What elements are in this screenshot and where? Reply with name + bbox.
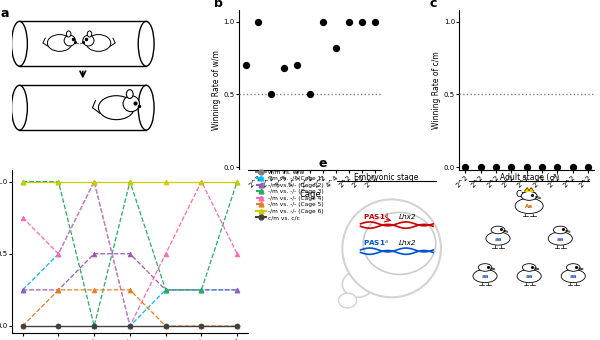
Ellipse shape [64, 35, 76, 46]
Ellipse shape [486, 232, 510, 245]
Ellipse shape [127, 90, 133, 99]
Ellipse shape [521, 191, 537, 200]
Legend: w/m vs. w/w, -/m vs. -/- (Cage 1), -/m vs. -/- (Cage 2), -/m vs. -/- (Cage 3), -: w/m vs. w/w, -/m vs. -/- (Cage 1), -/m v… [256, 170, 324, 221]
Point [266, 92, 276, 97]
Point [460, 164, 470, 170]
Ellipse shape [523, 264, 536, 271]
Text: aa: aa [494, 237, 502, 241]
Point [305, 92, 315, 97]
Text: Adult stage (♂): Adult stage (♂) [500, 173, 559, 182]
Point [476, 164, 485, 170]
Ellipse shape [138, 21, 154, 66]
Point [537, 164, 547, 170]
Text: PAS1$^a$: PAS1$^a$ [363, 238, 389, 249]
Ellipse shape [11, 85, 28, 130]
Ellipse shape [343, 271, 373, 297]
Point [292, 63, 302, 68]
Ellipse shape [67, 31, 71, 37]
X-axis label: Cage: Cage [516, 190, 538, 199]
Point [280, 66, 289, 71]
X-axis label: Cage: Cage [299, 190, 321, 199]
Ellipse shape [561, 270, 586, 283]
Ellipse shape [47, 35, 72, 51]
Ellipse shape [11, 21, 28, 66]
Ellipse shape [473, 270, 497, 283]
Ellipse shape [83, 35, 94, 46]
Bar [19, 21, 146, 66]
Text: aa: aa [569, 274, 577, 279]
Text: Lhx2: Lhx2 [398, 240, 416, 246]
Point [553, 164, 562, 170]
Ellipse shape [566, 264, 580, 271]
Polygon shape [524, 188, 534, 191]
Text: aa: aa [557, 237, 564, 241]
Y-axis label: Winning Rate of c/m: Winning Rate of c/m [432, 51, 441, 129]
Ellipse shape [553, 226, 567, 234]
Ellipse shape [87, 31, 92, 37]
Ellipse shape [548, 232, 572, 245]
Point [583, 164, 593, 170]
Ellipse shape [338, 293, 356, 308]
Ellipse shape [515, 198, 543, 214]
Point [522, 164, 532, 170]
Bar [19, 85, 146, 130]
Point [506, 164, 516, 170]
Point [357, 19, 367, 24]
Point [568, 164, 577, 170]
Ellipse shape [343, 199, 441, 297]
Text: b: b [214, 0, 223, 11]
Ellipse shape [478, 264, 492, 271]
Point [254, 19, 263, 24]
Text: Aa: Aa [525, 204, 533, 209]
Ellipse shape [491, 226, 505, 234]
Text: e: e [319, 157, 328, 170]
Point [331, 45, 341, 51]
Text: Lhx2: Lhx2 [398, 214, 416, 220]
Ellipse shape [517, 270, 541, 283]
Point [491, 164, 501, 170]
Ellipse shape [123, 96, 139, 112]
Point [370, 19, 379, 24]
Ellipse shape [98, 96, 134, 120]
Ellipse shape [138, 85, 154, 130]
Text: c: c [430, 0, 437, 11]
Point [344, 19, 353, 24]
Text: Embryonic stage: Embryonic stage [354, 173, 419, 182]
Point [318, 19, 328, 24]
Point [241, 63, 250, 68]
Text: a: a [0, 7, 8, 20]
Y-axis label: Winning Rate of w/m: Winning Rate of w/m [212, 50, 221, 130]
Ellipse shape [86, 35, 111, 51]
Text: aa: aa [526, 274, 533, 279]
Text: PAS1$^A$: PAS1$^A$ [363, 212, 389, 223]
Ellipse shape [363, 212, 436, 274]
Text: aa: aa [481, 274, 489, 279]
